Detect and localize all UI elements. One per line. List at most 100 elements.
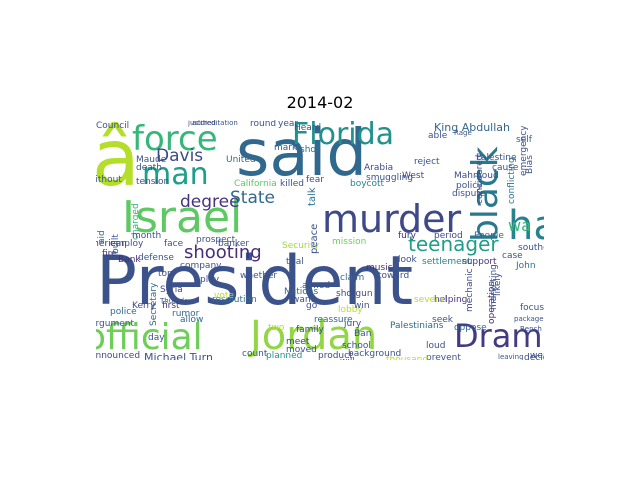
word: self	[516, 135, 532, 145]
word: Council	[96, 121, 130, 131]
word: Jordan	[250, 313, 378, 359]
word: top	[158, 269, 173, 279]
word: announced	[96, 351, 141, 361]
word: jury	[344, 319, 362, 329]
word: shooting	[184, 242, 262, 263]
word: built	[111, 234, 121, 254]
word: play	[200, 275, 220, 285]
word: loud	[426, 341, 446, 351]
word: mechanic	[465, 268, 475, 312]
word: Mahmoud	[454, 171, 499, 181]
word: shot	[300, 145, 320, 155]
word: employ	[110, 239, 144, 249]
word: count	[242, 349, 268, 359]
word: force	[132, 120, 218, 159]
word: Michael Turn	[144, 351, 213, 360]
word: trial	[286, 257, 304, 267]
word: oppose	[454, 323, 487, 333]
word: month	[132, 231, 162, 241]
word: American	[96, 239, 127, 249]
word: mission	[332, 237, 367, 247]
word: reject	[414, 157, 440, 167]
word: shotgun	[336, 289, 373, 299]
word: argument	[96, 319, 135, 329]
word: wa	[508, 216, 531, 235]
word: vote	[214, 291, 234, 301]
word: Nations	[284, 287, 319, 297]
word: round	[250, 120, 277, 129]
word: King Abdullah	[434, 121, 511, 134]
word: case	[502, 251, 523, 261]
word: aimed	[302, 281, 331, 291]
word: background	[348, 349, 402, 359]
word: John	[516, 261, 536, 271]
word: whether	[240, 271, 278, 281]
word: California	[234, 179, 277, 189]
word: face	[164, 239, 184, 249]
word: able	[428, 131, 448, 141]
word: music	[366, 263, 393, 273]
word: helping	[434, 295, 468, 305]
word: Palestine	[476, 153, 517, 163]
word: first	[162, 301, 180, 311]
word: Florida	[292, 120, 395, 152]
word: fire	[102, 249, 117, 259]
word: Arabia	[364, 163, 394, 173]
word: justified	[188, 120, 216, 127]
word: company	[180, 261, 222, 271]
word: talk	[307, 187, 318, 206]
word: policy	[456, 181, 483, 191]
word: two	[268, 323, 285, 333]
word: fury	[398, 231, 416, 241]
word: Israel	[122, 192, 243, 243]
word: want	[292, 295, 315, 305]
word: People	[474, 231, 504, 241]
word: look	[398, 255, 417, 265]
word: Syria	[160, 285, 183, 295]
word: fear	[306, 175, 324, 185]
word: prospect	[196, 235, 236, 245]
word: claim	[340, 273, 365, 283]
word: Heard	[294, 123, 322, 133]
word: aid	[97, 230, 107, 244]
word: marketing	[489, 264, 499, 310]
word: United	[226, 155, 256, 165]
word: planned	[266, 351, 303, 361]
word: police	[110, 307, 137, 317]
word: teenager	[408, 232, 499, 256]
word: banker	[218, 239, 250, 249]
word: Kerry	[132, 301, 156, 311]
word: smuggling	[366, 173, 414, 183]
word: Bias	[525, 155, 535, 174]
word: leaving	[498, 353, 524, 361]
word: day	[148, 333, 165, 343]
word: said	[236, 120, 367, 191]
word: settlement	[422, 257, 471, 267]
word: seek	[432, 315, 453, 325]
word: tension	[136, 177, 170, 187]
word: weapon	[530, 351, 544, 361]
word: Security	[282, 241, 319, 251]
word: meet	[286, 337, 310, 347]
word: Rage	[454, 129, 472, 137]
word: Palestinians	[390, 321, 444, 331]
word: Ban	[354, 329, 372, 339]
word: Drama	[454, 317, 544, 355]
word-cloud: President said â Israel murder Jordan of…	[96, 120, 544, 360]
word: official	[96, 317, 203, 358]
word: southern	[518, 243, 544, 253]
word: Bank	[118, 255, 141, 265]
word: allow	[180, 315, 204, 325]
word: resolution	[212, 295, 257, 305]
word: State	[230, 188, 275, 208]
word: man	[142, 157, 209, 192]
word: school	[342, 341, 371, 351]
word: rumor	[172, 309, 200, 319]
word: year	[278, 120, 299, 129]
word: West	[402, 171, 425, 181]
word: death	[136, 163, 162, 173]
word: reassure	[314, 315, 353, 325]
word: will	[340, 358, 355, 361]
word: Davis	[156, 146, 204, 166]
word: lobby	[338, 305, 363, 315]
